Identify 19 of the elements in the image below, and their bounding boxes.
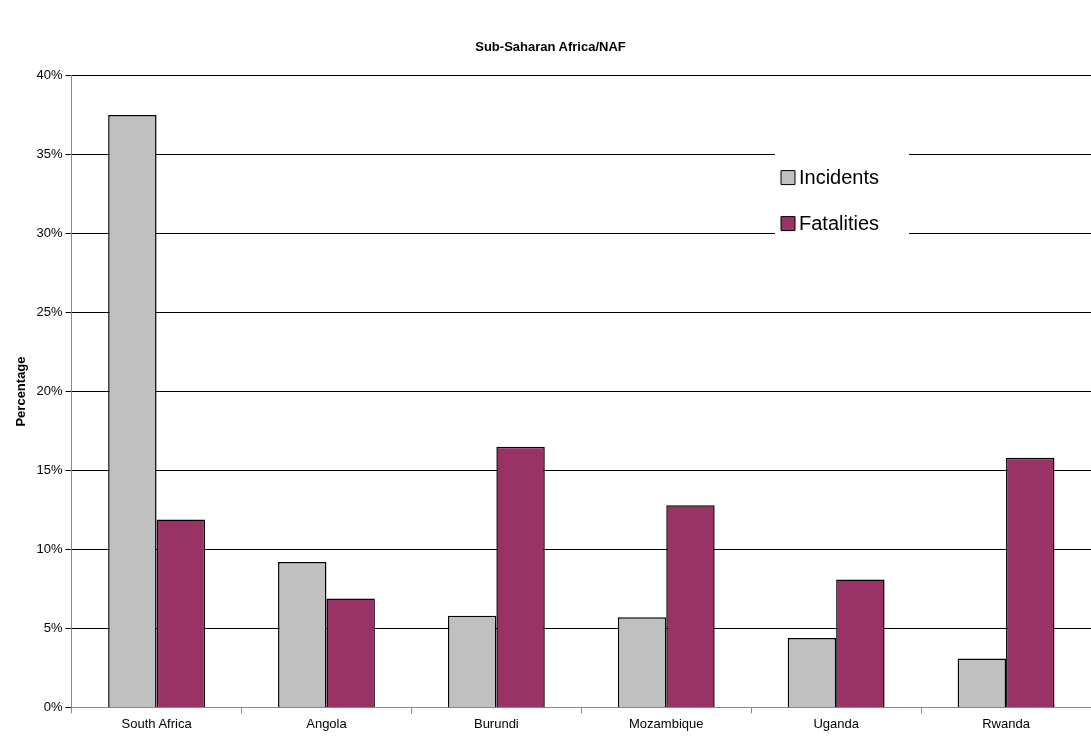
y-tick-label: 15%	[36, 462, 64, 478]
legend-label: Incidents	[799, 166, 880, 189]
x-tick-label: Angola	[306, 715, 348, 731]
y-tick-label: 30%	[36, 225, 64, 241]
x-tick-label: Mozambique	[629, 715, 704, 731]
y-tick-label: 5%	[43, 620, 64, 635]
x-tick-label: South Africa	[121, 715, 193, 731]
y-tick-label: 0%	[43, 698, 64, 714]
y-tick-label: 40%	[36, 67, 64, 83]
y-axis-title: Percentage	[13, 356, 29, 427]
x-tick-label: Rwanda	[982, 715, 1031, 731]
y-tick-label: 10%	[36, 541, 64, 557]
y-tick-label: 25%	[36, 304, 64, 320]
chart-title: Sub-Saharan Africa/NAF	[475, 39, 626, 55]
legend-label: Fatalities	[799, 212, 880, 235]
y-tick-label: 20%	[36, 383, 64, 399]
x-tick-label: Uganda	[813, 715, 860, 731]
x-tick-label: Burundi	[473, 715, 519, 731]
y-tick-label: 35%	[36, 146, 64, 162]
